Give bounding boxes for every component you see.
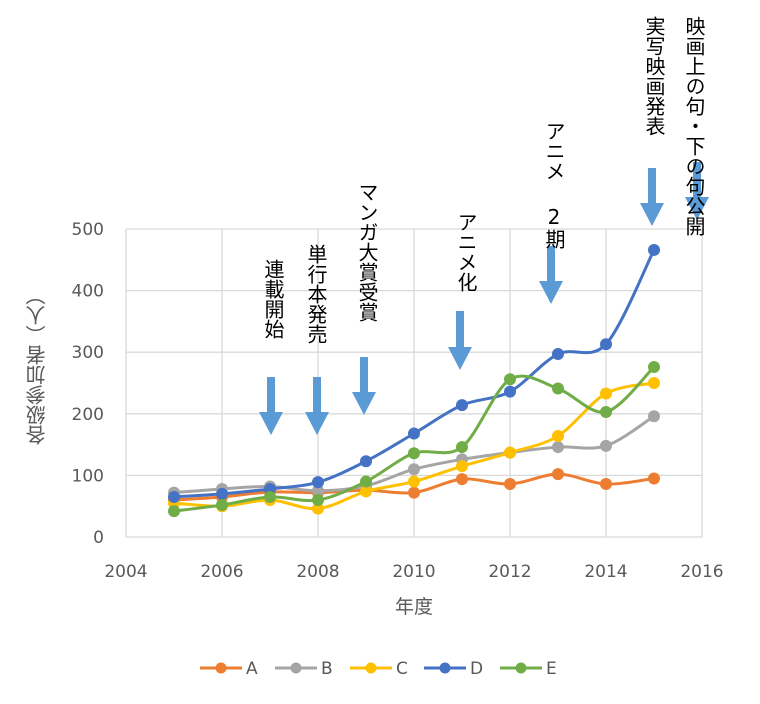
- annotation-anime-season-2: アニメ 2期: [542, 121, 566, 249]
- legend-marker: [515, 662, 527, 674]
- y-axis-title: 各級参加者（人）: [25, 285, 49, 445]
- data-point: [648, 377, 660, 389]
- annotation-live-action-announce: 実写映画発表: [642, 16, 666, 136]
- annotation-arrows: [259, 162, 709, 435]
- annotation-anime: アニメ化: [454, 212, 478, 292]
- x-tick-labels: 2004 2006 2008 2010 2012 2014 2016: [104, 562, 723, 582]
- data-point: [504, 385, 516, 398]
- data-point: [600, 338, 612, 351]
- data-point: [456, 460, 468, 473]
- legend-label: D: [470, 659, 483, 679]
- data-point: [600, 478, 612, 491]
- legend-label: C: [396, 659, 408, 679]
- arrow-down-icon: [640, 168, 664, 226]
- annotation-manga-award: マンガ大賞受賞: [355, 182, 379, 322]
- arrow-down-icon: [539, 246, 563, 304]
- legend-item-B: B: [275, 659, 333, 679]
- data-point: [408, 427, 420, 440]
- legend-item-A: A: [200, 659, 258, 679]
- data-point: [456, 473, 468, 486]
- data-point: [312, 502, 324, 515]
- series-D: [168, 243, 660, 503]
- legend-label: E: [546, 659, 557, 679]
- data-point: [504, 478, 516, 491]
- gridlines: [125, 228, 703, 538]
- arrow-down-icon: [259, 377, 283, 435]
- x-tick-label: 2014: [584, 562, 627, 582]
- arrow-down-icon: [305, 377, 329, 435]
- y-tick-labels: 0 100 200 300 400 500: [72, 220, 104, 548]
- data-point: [408, 463, 420, 476]
- series-lines: [168, 243, 660, 518]
- data-point: [552, 468, 564, 481]
- x-tick-label: 2016: [680, 562, 723, 582]
- legend-marker: [290, 662, 302, 674]
- data-point: [552, 348, 564, 361]
- y-tick-label: 400: [72, 282, 104, 302]
- data-point: [168, 490, 180, 503]
- data-point: [648, 243, 660, 256]
- arrow-down-icon: [352, 357, 376, 415]
- data-point: [312, 484, 324, 497]
- data-point: [168, 505, 180, 518]
- x-tick-label: 2004: [104, 562, 147, 582]
- x-tick-label: 2010: [392, 562, 435, 582]
- data-point: [552, 429, 564, 442]
- x-tick-label: 2006: [200, 562, 243, 582]
- data-point: [648, 410, 660, 423]
- x-axis-title: 年度: [395, 596, 433, 618]
- data-point: [216, 487, 228, 500]
- y-tick-label: 500: [72, 220, 104, 240]
- x-tick-label: 2008: [296, 562, 339, 582]
- legend-marker: [365, 662, 377, 674]
- data-point: [360, 485, 372, 498]
- data-point: [216, 498, 228, 511]
- data-point: [408, 447, 420, 460]
- y-tick-label: 0: [93, 528, 104, 548]
- data-point: [360, 455, 372, 468]
- data-point: [552, 382, 564, 395]
- data-point: [408, 486, 420, 499]
- y-tick-label: 200: [72, 405, 104, 425]
- legend-marker: [439, 662, 451, 674]
- annotation-volume-release: 単行本発売: [304, 244, 328, 344]
- data-point: [504, 373, 516, 386]
- legend-label: A: [246, 659, 258, 679]
- data-point: [600, 387, 612, 400]
- data-point: [504, 446, 516, 459]
- data-point: [552, 441, 564, 454]
- legend-label: B: [321, 659, 333, 679]
- data-point: [456, 399, 468, 412]
- legend-item-E: E: [500, 659, 557, 679]
- data-point: [312, 476, 324, 489]
- data-point: [312, 494, 324, 507]
- data-point: [456, 441, 468, 454]
- data-point: [264, 490, 276, 503]
- arrow-down-icon: [448, 311, 472, 370]
- arrow-down-icon: [685, 162, 709, 220]
- series-E: [168, 360, 660, 518]
- legend: A B C D E: [200, 659, 557, 679]
- annotation-serialization-start: 連載開始: [261, 259, 285, 339]
- legend-item-C: C: [350, 659, 408, 679]
- y-tick-label: 300: [72, 343, 104, 363]
- legend-marker: [215, 662, 227, 674]
- data-point: [648, 472, 660, 485]
- legend-item-D: D: [424, 659, 483, 679]
- data-point: [408, 475, 420, 488]
- data-point: [600, 405, 612, 418]
- annotation-movie-release: 映画上の句・下の句公開: [682, 16, 706, 236]
- x-tick-label: 2012: [488, 562, 531, 582]
- y-tick-label: 100: [72, 466, 104, 486]
- data-point: [648, 360, 660, 373]
- data-point: [600, 439, 612, 452]
- data-point: [360, 475, 372, 488]
